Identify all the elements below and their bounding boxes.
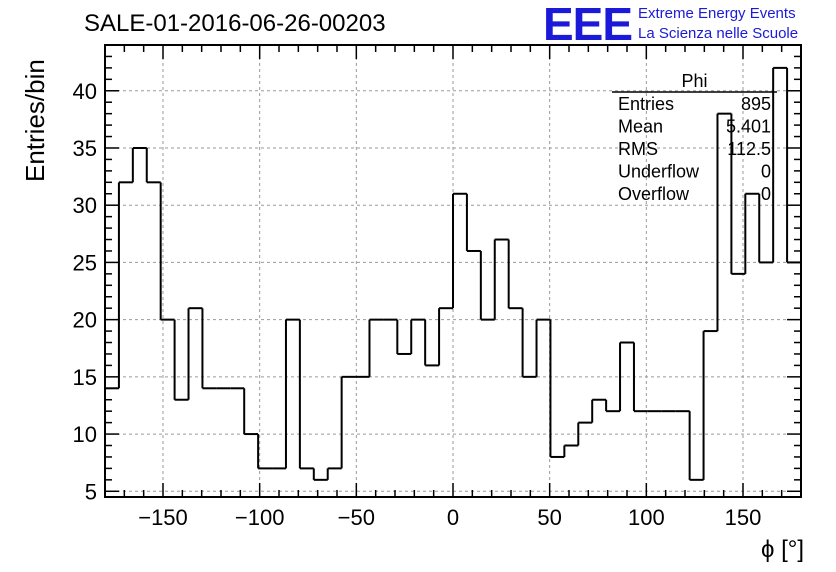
logo-line-2: La Scienza nelle Scuole [638, 25, 799, 42]
y-axis-label: Entries/bin [20, 59, 50, 182]
stats-box: Phi Entries 895 Mean 5.401 RMS 112.5 Underflow 0… [612, 71, 777, 204]
x-tick-label: 100 [628, 505, 665, 530]
stats-label: Mean [618, 117, 663, 137]
tick-labels-layer: −150 −100 −50 0 50 100 150 5 10 15 20 25 30 35 40 [73, 79, 762, 530]
stats-label: Entries [618, 94, 674, 114]
stats-value: 5.401 [726, 117, 771, 137]
x-tick-label: −50 [338, 505, 375, 530]
x-tick-label: 150 [725, 505, 762, 530]
stats-value: 0 [761, 184, 771, 204]
x-tick-label: 0 [447, 505, 459, 530]
stats-label: Overflow [618, 184, 690, 204]
stats-value: 895 [741, 94, 771, 114]
x-tick-label: −100 [235, 505, 285, 530]
stats-label: RMS [618, 139, 658, 159]
y-tick-label: 10 [73, 422, 97, 447]
x-tick-label: 50 [537, 505, 561, 530]
stats-value: 112.5 [727, 139, 771, 159]
ticks-layer [104, 44, 802, 497]
stats-value: 0 [761, 162, 771, 182]
y-tick-label: 5 [85, 479, 97, 504]
eee-logo-mark: EEE [543, 0, 633, 50]
y-tick-label: 20 [73, 308, 97, 333]
logo-line-1: Extreme Energy Events [638, 5, 796, 22]
stats-label: Underflow [618, 162, 700, 182]
eee-logo-text: Extreme Energy Events La Scienza nelle S… [638, 4, 798, 44]
x-axis-label: ϕ [°] [760, 536, 804, 563]
stats-title: Phi [681, 71, 707, 91]
x-tick-label: −150 [138, 505, 188, 530]
y-tick-label: 30 [73, 193, 97, 218]
y-tick-label: 15 [73, 365, 97, 390]
bars-layer [104, 66, 802, 497]
y-tick-label: 40 [73, 79, 97, 104]
chart-title: SALE-01-2016-06-26-00203 [84, 10, 386, 37]
y-tick-label: 25 [73, 250, 97, 275]
y-tick-label: 35 [73, 136, 97, 161]
